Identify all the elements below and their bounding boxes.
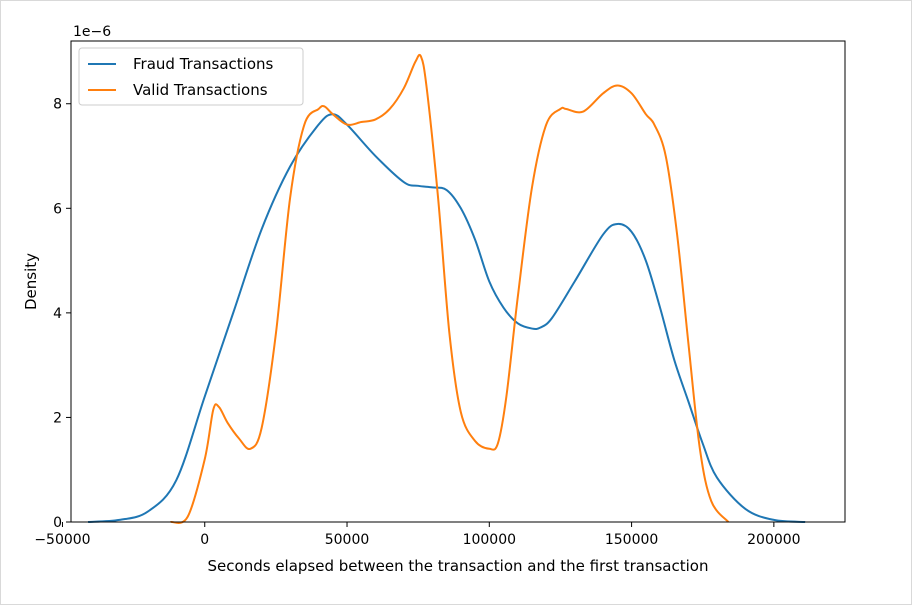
series-line-fraud-transactions xyxy=(88,113,806,523)
plot-area xyxy=(88,53,806,524)
legend: Fraud Transactions Valid Transactions xyxy=(78,47,304,106)
y-tick-label: 8 xyxy=(53,97,62,113)
y-axis-label: Density xyxy=(22,253,40,310)
x-tick-label: 0 xyxy=(200,532,209,548)
x-axis-label: Seconds elapsed between the transaction … xyxy=(208,557,709,575)
y-tick-label: 0 xyxy=(53,515,62,531)
axes-frame xyxy=(70,40,846,523)
x-tick-label: 150000 xyxy=(605,532,658,548)
series-line-valid-transactions xyxy=(170,53,730,524)
y-tick-label: 2 xyxy=(53,410,62,426)
legend-label: Valid Transactions xyxy=(133,81,268,99)
x-tick-label: 50000 xyxy=(325,532,370,548)
y-tick-label: 4 xyxy=(53,306,62,322)
y-tick-label: 6 xyxy=(53,201,62,217)
x-tick-label: 200000 xyxy=(747,532,800,548)
x-tick-label: 100000 xyxy=(463,532,516,548)
y-offset-label: 1e−6 xyxy=(73,24,111,40)
x-tick-label: −50000 xyxy=(34,532,90,548)
legend-label: Fraud Transactions xyxy=(133,55,274,73)
legend-box xyxy=(78,47,304,106)
